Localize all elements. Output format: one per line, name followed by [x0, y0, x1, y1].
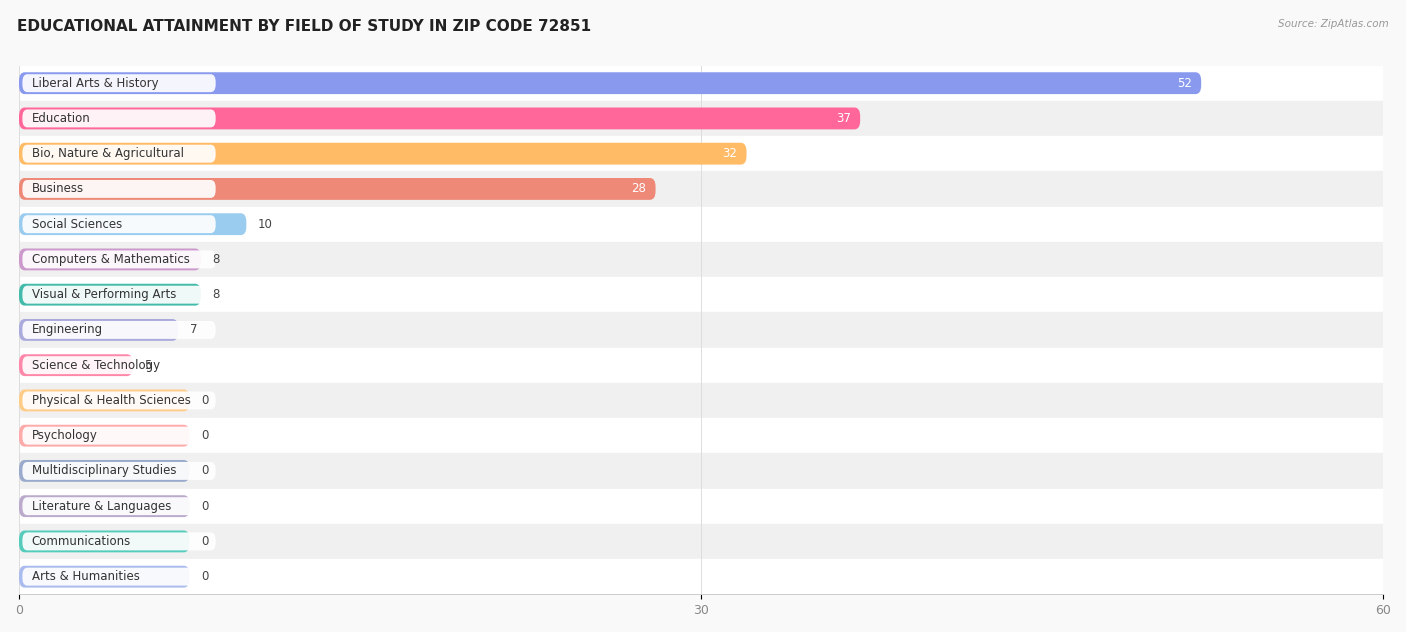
Text: 0: 0	[201, 535, 208, 548]
FancyBboxPatch shape	[20, 566, 190, 588]
Bar	[20, 242, 1384, 277]
FancyBboxPatch shape	[22, 216, 215, 233]
FancyBboxPatch shape	[22, 145, 215, 162]
Text: 32: 32	[723, 147, 737, 160]
Text: Social Sciences: Social Sciences	[31, 217, 122, 231]
FancyBboxPatch shape	[20, 284, 201, 306]
Bar	[20, 312, 1384, 348]
FancyBboxPatch shape	[22, 250, 215, 269]
Text: Multidisciplinary Studies: Multidisciplinary Studies	[31, 465, 176, 477]
FancyBboxPatch shape	[22, 180, 215, 198]
Text: 8: 8	[212, 288, 219, 301]
Text: Liberal Arts & History: Liberal Arts & History	[31, 76, 157, 90]
FancyBboxPatch shape	[20, 389, 190, 411]
FancyBboxPatch shape	[20, 460, 190, 482]
FancyBboxPatch shape	[20, 355, 132, 376]
Text: Engineering: Engineering	[31, 324, 103, 336]
Text: Physical & Health Sciences: Physical & Health Sciences	[31, 394, 190, 407]
Bar	[20, 277, 1384, 312]
Text: 37: 37	[837, 112, 851, 125]
Text: Arts & Humanities: Arts & Humanities	[31, 570, 139, 583]
Bar	[20, 171, 1384, 207]
Text: 0: 0	[201, 570, 208, 583]
Bar	[20, 207, 1384, 242]
FancyBboxPatch shape	[22, 427, 215, 445]
Text: Bio, Nature & Agricultural: Bio, Nature & Agricultural	[31, 147, 184, 160]
FancyBboxPatch shape	[22, 356, 215, 374]
Text: Education: Education	[31, 112, 90, 125]
Text: Source: ZipAtlas.com: Source: ZipAtlas.com	[1278, 19, 1389, 29]
Text: Communications: Communications	[31, 535, 131, 548]
FancyBboxPatch shape	[20, 319, 179, 341]
Text: 52: 52	[1177, 76, 1192, 90]
Bar	[20, 453, 1384, 489]
Text: Literature & Languages: Literature & Languages	[31, 500, 172, 513]
FancyBboxPatch shape	[22, 462, 215, 480]
Bar	[20, 524, 1384, 559]
Text: Psychology: Psychology	[31, 429, 97, 442]
Bar	[20, 559, 1384, 594]
Text: 8: 8	[212, 253, 219, 266]
FancyBboxPatch shape	[22, 321, 215, 339]
Bar	[20, 66, 1384, 101]
FancyBboxPatch shape	[22, 497, 215, 515]
FancyBboxPatch shape	[20, 213, 246, 235]
FancyBboxPatch shape	[20, 143, 747, 164]
Text: 28: 28	[631, 183, 647, 195]
FancyBboxPatch shape	[22, 286, 215, 303]
Text: 5: 5	[143, 359, 152, 372]
Text: Business: Business	[31, 183, 83, 195]
Text: 10: 10	[257, 217, 273, 231]
Text: 0: 0	[201, 465, 208, 477]
FancyBboxPatch shape	[20, 495, 190, 517]
Text: Visual & Performing Arts: Visual & Performing Arts	[31, 288, 176, 301]
FancyBboxPatch shape	[20, 72, 1201, 94]
Bar	[20, 136, 1384, 171]
FancyBboxPatch shape	[20, 178, 655, 200]
Bar	[20, 348, 1384, 383]
Text: 7: 7	[190, 324, 197, 336]
FancyBboxPatch shape	[22, 568, 215, 586]
Bar	[20, 489, 1384, 524]
Text: 0: 0	[201, 394, 208, 407]
FancyBboxPatch shape	[22, 109, 215, 128]
FancyBboxPatch shape	[22, 74, 215, 92]
FancyBboxPatch shape	[20, 107, 860, 130]
Bar	[20, 101, 1384, 136]
Text: Computers & Mathematics: Computers & Mathematics	[31, 253, 190, 266]
Bar	[20, 418, 1384, 453]
FancyBboxPatch shape	[22, 532, 215, 550]
Text: EDUCATIONAL ATTAINMENT BY FIELD OF STUDY IN ZIP CODE 72851: EDUCATIONAL ATTAINMENT BY FIELD OF STUDY…	[17, 19, 591, 34]
Bar	[20, 383, 1384, 418]
FancyBboxPatch shape	[20, 530, 190, 552]
FancyBboxPatch shape	[20, 248, 201, 270]
FancyBboxPatch shape	[22, 391, 215, 410]
Text: 0: 0	[201, 429, 208, 442]
FancyBboxPatch shape	[20, 425, 190, 447]
Text: 0: 0	[201, 500, 208, 513]
Text: Science & Technology: Science & Technology	[31, 359, 160, 372]
